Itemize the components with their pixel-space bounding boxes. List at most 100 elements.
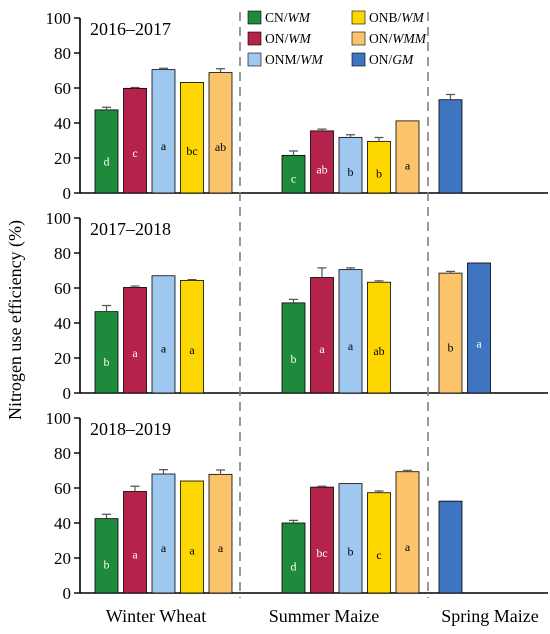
y-tick-label: 0	[63, 584, 72, 603]
bar	[208, 473, 233, 594]
bar	[438, 272, 463, 394]
legend-entry: ON/WMM	[369, 31, 427, 46]
error-bar	[346, 134, 355, 138]
bar	[180, 82, 204, 194]
y-tick-label: 60	[54, 479, 71, 498]
significance-label: d	[291, 559, 297, 573]
y-tick-label: 60	[54, 279, 71, 298]
legend-prefix: CN/	[265, 10, 288, 25]
error-bar	[346, 267, 355, 270]
significance-label: a	[405, 540, 411, 554]
significance-label: b	[291, 352, 297, 366]
significance-label: b	[348, 165, 354, 179]
error-bar	[317, 128, 327, 131]
error-bar	[446, 270, 455, 274]
significance-label: a	[132, 547, 138, 561]
significance-label: a	[161, 541, 167, 555]
bar	[151, 275, 176, 394]
error-bar	[317, 485, 327, 488]
x-category-label: Summer Maize	[269, 606, 379, 626]
y-tick-label: 40	[54, 314, 71, 333]
significance-label: a	[189, 343, 195, 357]
legend-suffix: GM	[392, 52, 414, 67]
bar	[94, 311, 119, 394]
error-bar	[289, 519, 298, 523]
legend-suffix: WM	[300, 52, 323, 67]
significance-label: a	[319, 342, 325, 356]
y-tick-label: 80	[54, 44, 71, 63]
y-tick-label: 0	[63, 384, 72, 403]
bar	[281, 302, 306, 394]
significance-label: d	[104, 154, 110, 168]
bar	[180, 280, 204, 394]
significance-label: a	[348, 339, 354, 353]
significance-label: bc	[186, 144, 197, 158]
bar	[438, 500, 463, 594]
x-category-label: Winter Wheat	[106, 606, 206, 626]
y-tick-label: 20	[54, 349, 71, 368]
y-tick-label: 0	[63, 184, 72, 203]
bar	[438, 99, 463, 194]
legend-swatch	[351, 10, 366, 25]
bar	[338, 483, 363, 594]
legend-prefix: ONB/	[369, 10, 402, 25]
error-bar	[317, 267, 327, 278]
legend-entry: CN/WM	[265, 10, 311, 25]
x-category-label: Spring Maize	[441, 606, 538, 626]
bar	[338, 269, 363, 394]
legend-swatch	[247, 31, 262, 46]
error-bar	[159, 469, 168, 474]
legend-prefix: ON/	[369, 52, 392, 67]
bar	[208, 72, 233, 194]
y-tick-label: 20	[54, 549, 71, 568]
significance-label: b	[104, 355, 110, 369]
bar	[281, 522, 306, 594]
bar	[310, 486, 334, 594]
panel-title: 2018–2019	[90, 419, 171, 439]
error-bar	[130, 485, 140, 492]
y-tick-label: 80	[54, 244, 71, 263]
legend-prefix: ON/	[265, 31, 288, 46]
legend-entry: ONB/WM	[369, 10, 425, 25]
legend-swatch	[247, 10, 262, 25]
significance-label: b	[104, 558, 110, 572]
group-dividers	[239, 12, 429, 598]
bar	[123, 87, 147, 194]
bar	[367, 281, 391, 394]
significance-label: a	[218, 541, 224, 555]
error-bar	[374, 136, 384, 142]
significance-label: a	[405, 159, 411, 173]
significance-label: c	[291, 172, 296, 186]
significance-label: b	[376, 166, 382, 180]
bar	[123, 287, 147, 394]
bar	[94, 518, 119, 594]
significance-label: c	[132, 146, 137, 160]
legend-swatch	[351, 31, 366, 46]
legend-suffix: WM	[401, 10, 424, 25]
legend-suffix: WMM	[392, 31, 426, 46]
legend-suffix: WM	[288, 10, 311, 25]
bar	[151, 473, 176, 594]
error-bar	[130, 285, 140, 288]
significance-label: ab	[215, 140, 226, 154]
significance-label: b	[348, 544, 354, 558]
legend-prefix: ON/	[369, 31, 392, 46]
bar	[94, 109, 119, 194]
legend-swatch	[247, 52, 262, 67]
significance-label: ab	[316, 162, 327, 176]
panel-title: 2017–2018	[90, 219, 171, 239]
significance-label: c	[376, 548, 381, 562]
error-bar	[102, 304, 111, 312]
x-axis-categories: Winter Wheat Summer Maize Spring Maize	[106, 606, 539, 626]
error-bar	[289, 150, 298, 156]
legend-swatch	[351, 52, 366, 67]
y-tick-label: 80	[54, 444, 71, 463]
significance-label: a	[132, 346, 138, 360]
significance-label: bc	[316, 546, 327, 560]
y-tick-label: 20	[54, 149, 71, 168]
error-bar	[216, 68, 225, 73]
